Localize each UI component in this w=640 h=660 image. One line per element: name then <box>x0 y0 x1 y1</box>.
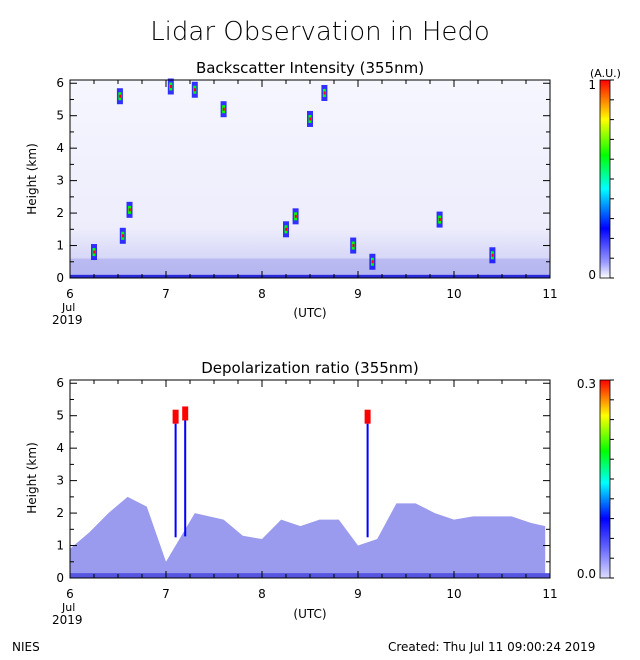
ytick-label-0-1: 1 <box>56 239 64 253</box>
xtick-label-0-5: 11 <box>542 287 557 301</box>
boundary-layer <box>70 258 550 275</box>
backscatter-title: Backscatter Intensity (355nm) <box>196 59 424 77</box>
depol-shadow-1 <box>184 420 187 537</box>
cloud-peak-3 <box>119 94 122 98</box>
depol-cloud-1 <box>182 406 189 421</box>
depol-cloud-0 <box>172 409 179 424</box>
cloud-peak-7 <box>285 227 288 231</box>
ytick-label-0-6: 6 <box>56 76 64 90</box>
cloud-peak-14 <box>491 253 494 257</box>
ytick-label-1-5: 5 <box>56 409 64 423</box>
depol-cloud-2 <box>364 409 371 424</box>
ytick-label-1-6: 6 <box>56 376 64 390</box>
xtick-label-1-0: 6 <box>66 587 74 601</box>
depol-panel: Depolarization ratio (355nm) 6 7 8 9 10 11 0 1 2… <box>25 359 614 627</box>
cloud-peak-4 <box>170 84 172 88</box>
ytick-label-1-4: 4 <box>56 441 64 455</box>
cloud-peak-10 <box>323 91 326 95</box>
backscatter-month-label: Jul <box>61 301 75 314</box>
backscatter-panel: Backscatter Intensity (355nm) 6 7 8 9 10 1101… <box>25 59 621 327</box>
depol-shadow-2 <box>366 423 369 538</box>
cloud-peak-0 <box>93 250 96 254</box>
backscatter-colorbar-max: 1 <box>588 78 596 92</box>
xtick-label-1-3: 9 <box>354 587 362 601</box>
ytick-label-0-5: 5 <box>56 109 64 123</box>
xtick-label-1-4: 10 <box>446 587 461 601</box>
depol-ylabel: Height (km) <box>25 442 39 513</box>
cloud-peak-6 <box>222 107 225 111</box>
cloud-peak-1 <box>122 234 124 238</box>
ytick-label-0-2: 2 <box>56 206 64 220</box>
backscatter-colorbar <box>599 79 611 279</box>
ytick-label-1-0: 0 <box>56 571 64 585</box>
backscatter-year-label: 2019 <box>52 313 83 327</box>
cloud-peak-9 <box>309 117 312 121</box>
xtick-label-0-2: 8 <box>258 287 266 301</box>
aerosol-layer <box>70 496 546 578</box>
xtick-label-1-2: 8 <box>258 587 266 601</box>
figure-title: Lidar Observation in Hedo <box>150 17 490 47</box>
depol-colorbar-max: 0.3 <box>577 377 596 391</box>
depol-xlabel: (UTC) <box>293 607 326 621</box>
xtick-label-0-1: 7 <box>162 287 170 301</box>
backscatter-ylabel: Height (km) <box>25 143 39 214</box>
ytick-label-0-4: 4 <box>56 141 64 155</box>
depol-colorbar-min: 0.0 <box>577 567 596 581</box>
ytick-label-1-3: 3 <box>56 474 64 488</box>
depol-axes: 6 7 8 9 10 11 0 1 2 3 4 5 6 <box>56 376 614 601</box>
xtick-label-0-4: 10 <box>446 287 461 301</box>
cloud-peak-13 <box>438 218 441 222</box>
cloud-peak-2 <box>128 208 131 212</box>
cloud-peak-12 <box>371 260 374 264</box>
backscatter-background <box>70 80 550 278</box>
depol-shadow-0 <box>174 423 177 538</box>
xtick-label-0-0: 6 <box>66 287 74 301</box>
footer-right: Created: Thu Jul 11 09:00:24 2019 <box>388 640 596 654</box>
xtick-label-1-5: 11 <box>542 587 557 601</box>
backscatter-colorbar-unit: (A.U.) <box>590 67 621 80</box>
cloud-peak-8 <box>294 214 297 218</box>
depol-plot-area <box>70 380 550 578</box>
depol-year-label: 2019 <box>52 613 83 627</box>
ytick-label-1-2: 2 <box>56 506 64 520</box>
backscatter-plot-area <box>70 78 550 278</box>
footer-left: NIES <box>12 640 40 654</box>
depol-month-label: Jul <box>61 601 75 614</box>
depol-colorbar <box>599 379 611 579</box>
backscatter-xlabel: (UTC) <box>293 306 326 320</box>
cloud-peak-5 <box>194 88 196 92</box>
backscatter-colorbar-min: 0 <box>588 268 596 282</box>
cloud-peak-11 <box>352 244 355 248</box>
xtick-label-1-1: 7 <box>162 587 170 601</box>
ytick-label-1-1: 1 <box>56 539 64 553</box>
depol-title: Depolarization ratio (355nm) <box>201 359 419 377</box>
xtick-label-0-3: 9 <box>354 287 362 301</box>
ytick-label-0-3: 3 <box>56 174 64 188</box>
ytick-label-0-0: 0 <box>56 271 64 285</box>
